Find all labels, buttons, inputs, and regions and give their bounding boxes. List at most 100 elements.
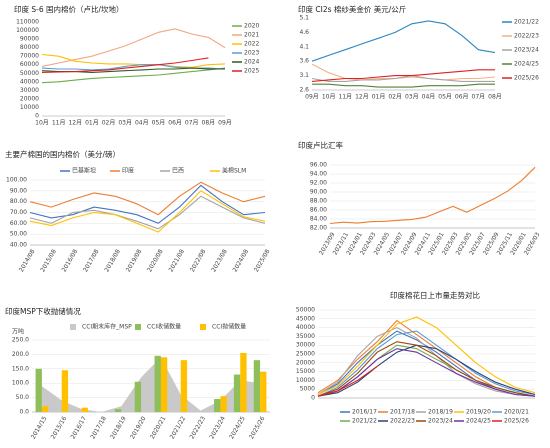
y-tick-label: 0 — [35, 113, 39, 120]
x-tick-label: 2023/24 — [208, 415, 227, 440]
x-tick-label: 04月 — [135, 120, 149, 127]
legend-label: 2020/21 — [504, 409, 529, 416]
legend-label: 2025/26 — [504, 418, 529, 425]
y-tick-label: 15000 — [296, 368, 315, 375]
x-tick-label: 2017/18 — [89, 415, 108, 440]
bar — [160, 357, 168, 412]
y-tick-label: 90.00 — [10, 187, 27, 194]
x-tick-label: 02月 — [102, 120, 116, 127]
y-tick-label: 10000 — [296, 377, 315, 384]
x-tick-label: 2025/26 — [248, 415, 267, 440]
x-tick-label: 10月 — [322, 94, 336, 101]
bar — [41, 406, 49, 412]
legend-label: 巴西 — [172, 168, 184, 175]
bar — [114, 409, 122, 412]
legend-label: 美棉SLM — [222, 167, 246, 175]
y-tick-label: 20000 — [296, 359, 315, 366]
legend-swatch — [135, 324, 141, 330]
legend-label: 2018/19 — [428, 409, 453, 416]
x-tick-label: 2018/19 — [109, 415, 128, 440]
x-tick-label: 10月 — [35, 120, 49, 127]
y-tick-label: 90.00 — [310, 189, 327, 196]
bar — [35, 368, 42, 412]
y-tick-label: 82.00 — [310, 225, 327, 232]
line — [41, 67, 226, 84]
line — [29, 181, 266, 216]
legend-label: CCI期末库存_MSP — [82, 323, 132, 331]
line — [317, 344, 536, 397]
y-tick-label: 4.6 — [299, 29, 309, 36]
y-tick-label: 40.00 — [10, 242, 27, 249]
legend-label: CCI收储数量 — [147, 323, 181, 331]
legend-label: 2017/18 — [390, 409, 415, 416]
line — [317, 330, 536, 397]
x-tick-label: 2015/16 — [50, 415, 69, 440]
line — [317, 348, 536, 397]
chart-title: 印度棉花日上市量走势对比 — [390, 290, 480, 300]
line — [29, 190, 266, 233]
y-tick-label: 10000 — [20, 104, 39, 111]
legend-label: 2023 — [244, 50, 259, 57]
bar — [233, 374, 241, 412]
legend-label: 2020 — [244, 23, 259, 30]
x-tick-label: 2014/08 — [18, 248, 37, 273]
y-tick-label: 30000 — [20, 87, 39, 94]
x-tick-label: 07月 — [472, 94, 486, 101]
line — [311, 75, 495, 82]
y-tick-label: 80000 — [20, 44, 39, 51]
y-tick-label: 70.00 — [10, 209, 27, 216]
y-tick-label: 5000 — [300, 386, 315, 393]
unit-label: 万吨 — [12, 328, 24, 336]
x-tick-label: 11月 — [338, 94, 352, 101]
legend-label: 2025/26 — [514, 75, 539, 82]
legend-label: 2021 — [244, 32, 259, 39]
y-tick-label: 20000 — [20, 95, 39, 102]
line — [29, 184, 266, 224]
x-tick-label: 2017/08 — [82, 248, 101, 273]
chart-title: 主要产棉国的国内棉价（美分/磅） — [5, 149, 120, 159]
y-tick-label: 30000 — [296, 342, 315, 349]
x-tick-label: 01月 — [372, 94, 386, 101]
line — [317, 365, 378, 397]
y-tick-label: 86.00 — [310, 207, 327, 214]
legend-label: 2024 — [244, 59, 259, 66]
legend-label: 2024/25 — [514, 61, 539, 68]
x-tick-label: 07月 — [185, 120, 199, 127]
y-tick-label: 50000 — [296, 307, 315, 314]
x-tick-label: 05月 — [152, 120, 166, 127]
legend-label: 印度 — [122, 167, 134, 175]
legend-swatch — [200, 324, 206, 330]
x-tick-label: 2022/23 — [189, 415, 208, 440]
legend-label: 2023/24 — [514, 47, 539, 54]
x-tick-label: 2015/08 — [39, 248, 58, 273]
chart-title: 印度MSP下收抛储情况 — [5, 306, 81, 316]
bar — [81, 407, 88, 412]
y-tick-label: 4.1 — [299, 43, 309, 50]
y-tick-label: 3.1 — [299, 72, 309, 79]
y-tick-label: 200.0 — [12, 351, 29, 358]
x-tick-label: 2020/21 — [149, 415, 168, 440]
y-tick-label: 100.0 — [12, 380, 29, 387]
line — [311, 20, 496, 62]
legend-label: 2019/20 — [466, 409, 491, 416]
y-tick-label: 90000 — [20, 36, 39, 43]
x-tick-label: 2019/20 — [129, 415, 148, 440]
y-tick-label: 40000 — [296, 324, 315, 331]
x-tick-label: 08月 — [488, 94, 502, 101]
chart-title: 印度卢比汇率 — [298, 140, 343, 150]
y-tick-label: 150.0 — [12, 365, 29, 372]
y-tick-label: 60000 — [20, 61, 39, 68]
chart-title: 印度 S-6 国内棉价（卢比/坎地） — [14, 4, 124, 14]
x-tick-label: 2024/25 — [228, 415, 247, 440]
y-tick-label: 50000 — [20, 70, 39, 77]
x-tick-label: 2025/08 — [253, 248, 272, 273]
x-tick-label: 09月 — [305, 94, 319, 101]
legend-label: 2022/23 — [390, 418, 415, 425]
legend-label: 2022 — [244, 41, 259, 48]
y-tick-label: 50.0 — [16, 394, 30, 401]
y-tick-label: 250.0 — [12, 337, 29, 344]
x-tick-label: 2019/08 — [125, 248, 144, 273]
legend-label: CCI抛储数量 — [212, 323, 246, 331]
x-tick-label: 2021/08 — [168, 248, 187, 273]
